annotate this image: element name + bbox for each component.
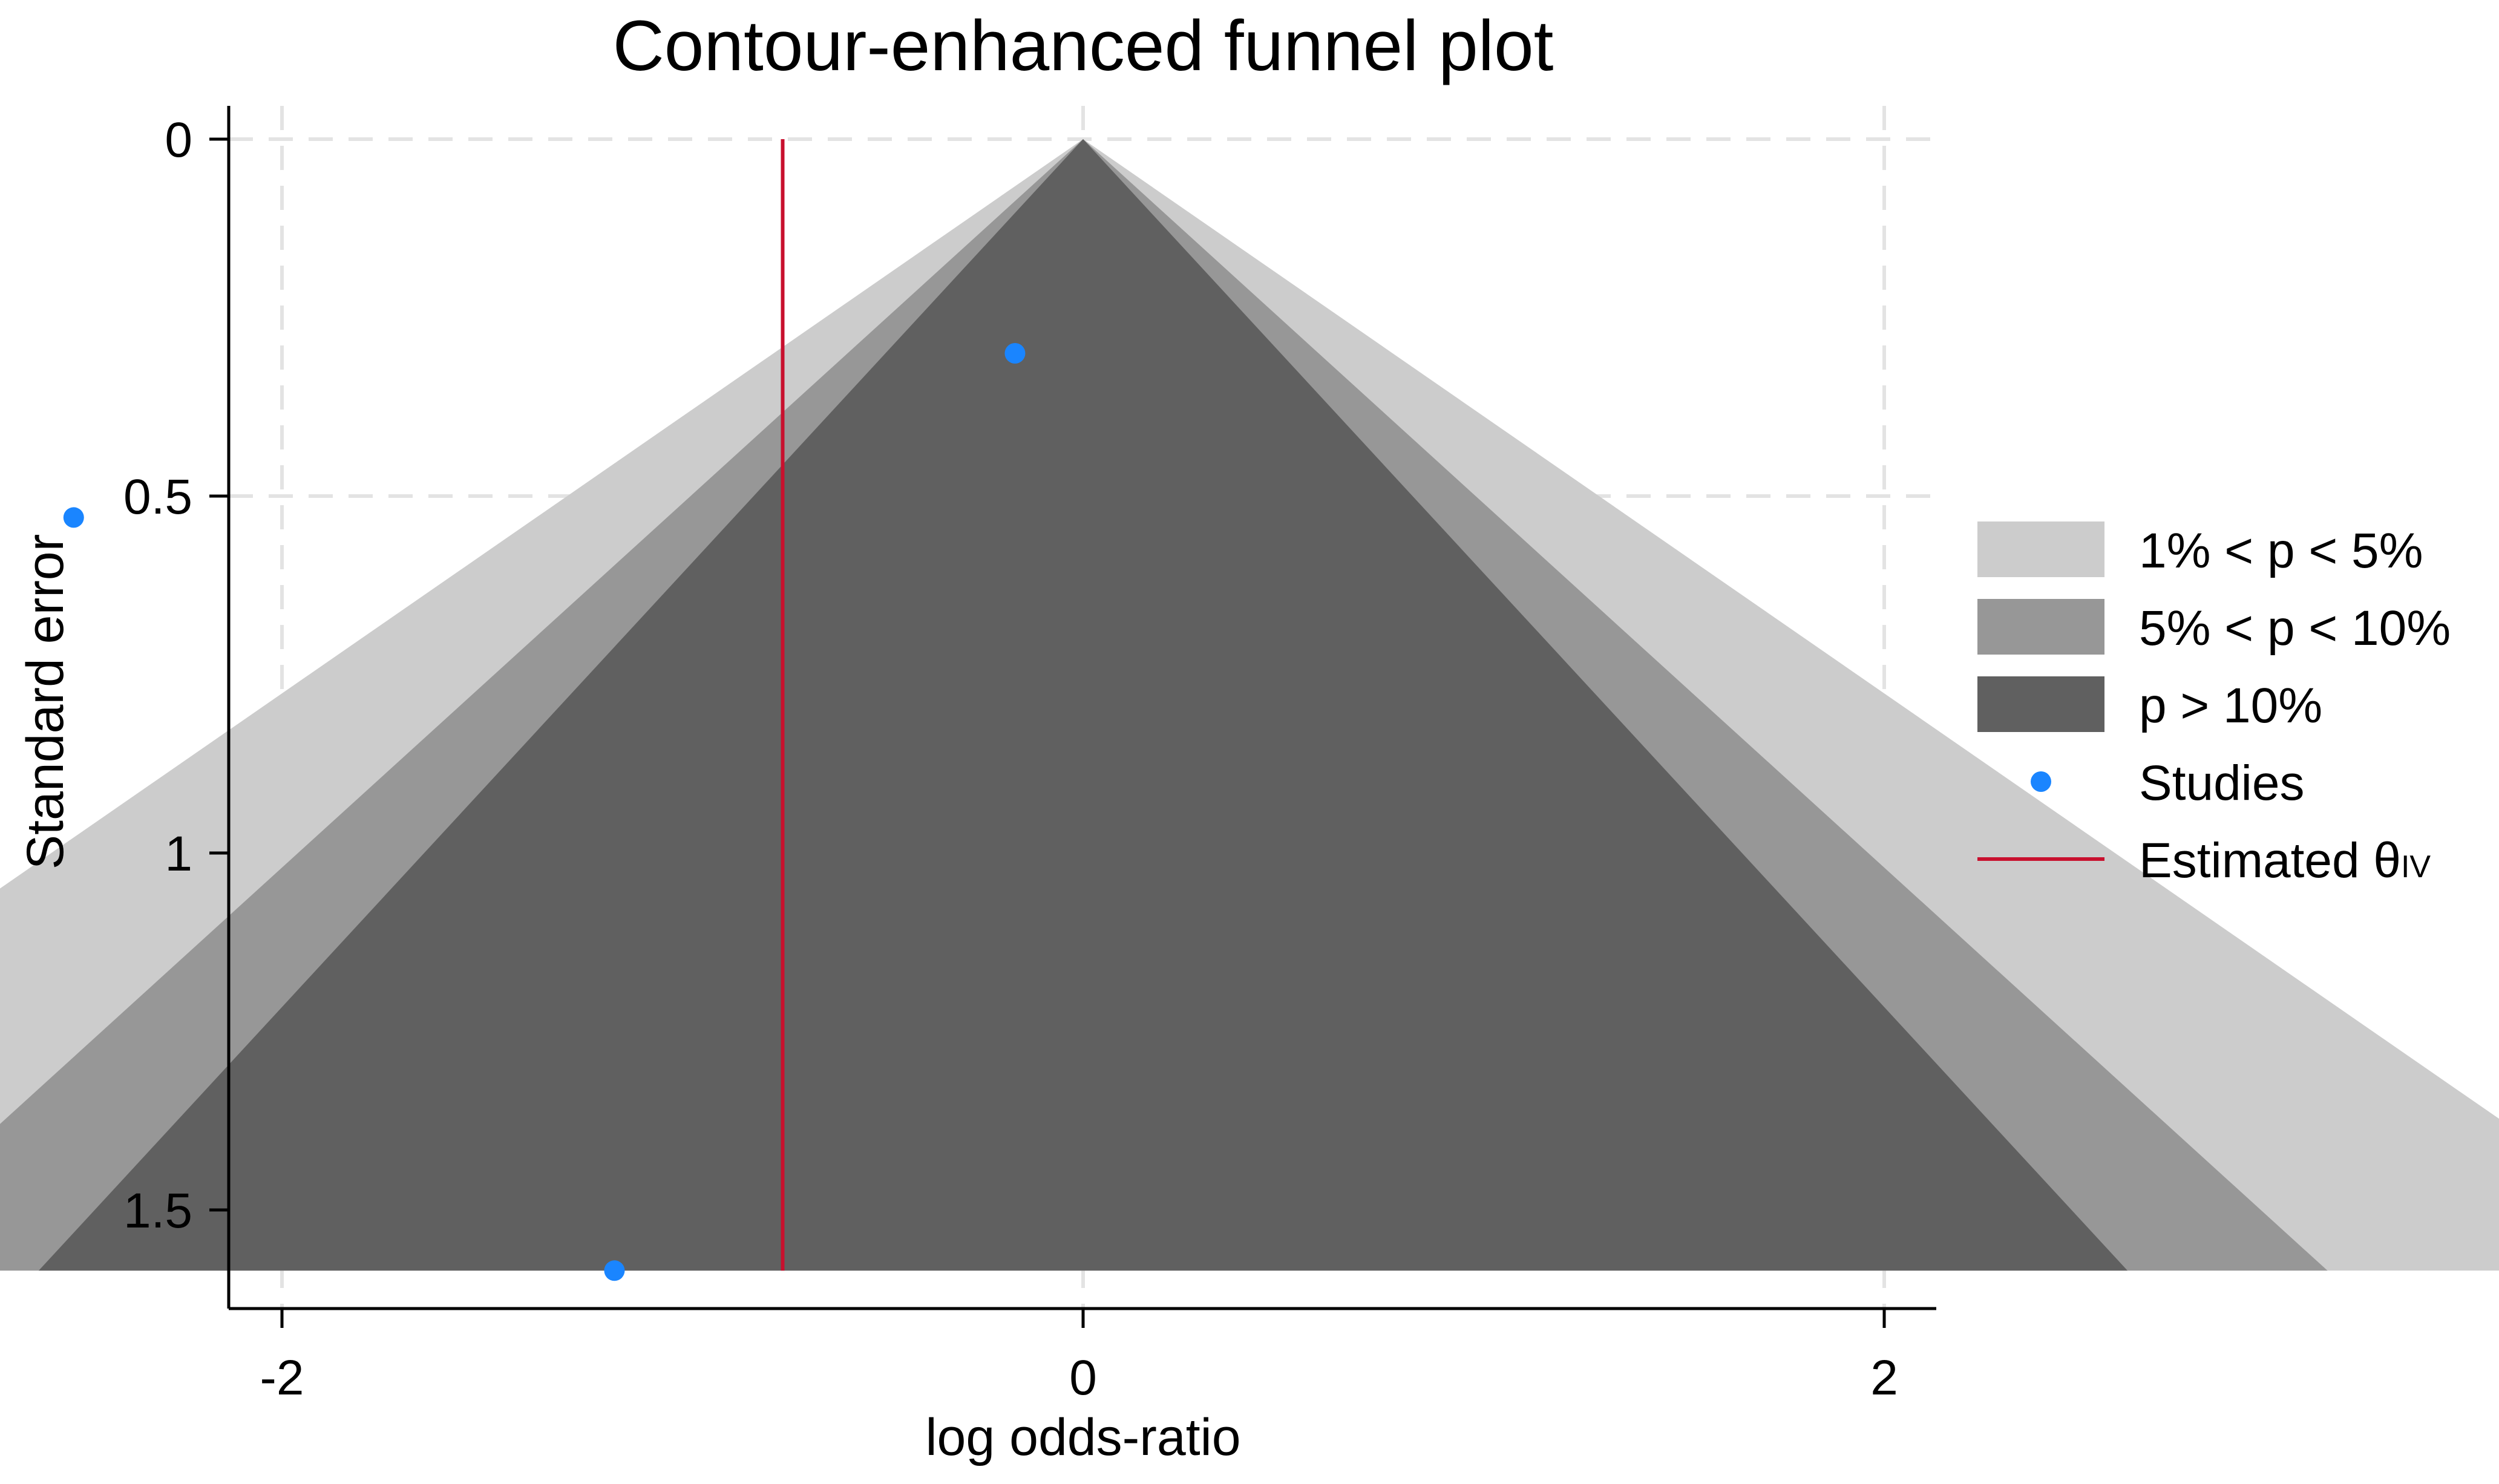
y-axis-label: Standard error (16, 534, 74, 870)
x-tick-label: -2 (260, 1350, 304, 1405)
legend: 1% < p < 5% 5% < p < 10% p > 10% Studies Est… (1977, 521, 2451, 888)
legend-swatch-2 (1977, 599, 2104, 655)
y-tick-label: 1.5 (123, 1183, 192, 1238)
x-tick-label: 2 (1870, 1350, 1898, 1405)
funnel-contour-3 (38, 139, 2128, 1271)
y-tick-label: 0 (165, 113, 192, 168)
legend-swatch-3 (1977, 676, 2104, 732)
legend-swatch-1 (1977, 521, 2104, 577)
legend-label-3: p > 10% (2139, 678, 2322, 733)
funnel-contours (0, 139, 2499, 1271)
axes: -4-202400.511.5 (123, 106, 1936, 1405)
y-tick-label: 0.5 (123, 469, 192, 525)
legend-label-estimate: Estimated θIV (2139, 833, 2431, 888)
x-axis-label: log odds-ratio (925, 1408, 1240, 1466)
study-points (63, 343, 1026, 1281)
legend-label-2: 5% < p < 10% (2139, 601, 2451, 656)
y-tick-label: 1 (165, 826, 192, 881)
legend-marker-studies (2031, 771, 2051, 792)
legend-label-studies: Studies (2139, 756, 2305, 811)
study-point (63, 507, 84, 528)
study-point (1004, 343, 1026, 364)
study-point (604, 1260, 625, 1281)
legend-label-estimate-subscript: IV (2401, 849, 2431, 884)
legend-label-1: 1% < p < 5% (2139, 523, 2423, 578)
chart-title: Contour-enhanced funnel plot (613, 6, 1554, 86)
x-tick-label: 0 (1069, 1350, 1097, 1405)
